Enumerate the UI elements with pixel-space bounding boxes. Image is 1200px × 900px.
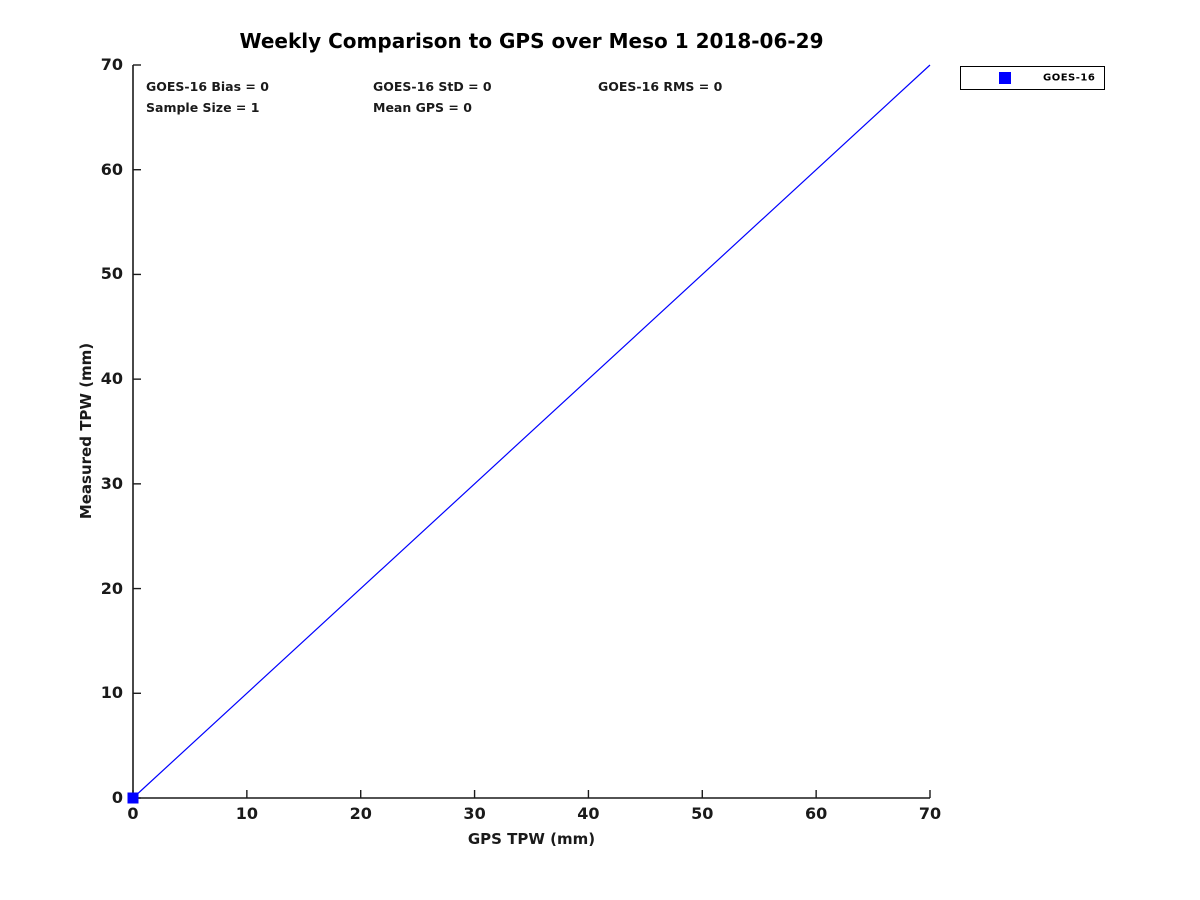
x-tick-label: 20 (349, 804, 372, 823)
x-tick-label: 70 (918, 804, 942, 823)
stat-mean-gps: Mean GPS = 0 (373, 100, 472, 115)
x-tick-label: 40 (577, 804, 600, 823)
legend-label: GOES-16 (1043, 72, 1096, 84)
y-tick-label: 40 (100, 369, 123, 389)
y-tick-label: 30 (100, 473, 123, 493)
y-tick-label: 10 (100, 683, 123, 703)
x-tick-label: 0 (127, 804, 139, 823)
legend: GOES-16 (960, 66, 1105, 90)
y-tick-label: 70 (100, 55, 123, 74)
x-tick-label: 10 (235, 804, 258, 823)
y-tick-label: 60 (100, 159, 123, 179)
y-axis-label: Measured TPW (mm) (77, 342, 95, 520)
stat-std: GOES-16 StD = 0 (373, 79, 492, 94)
y-tick-label: 50 (100, 264, 123, 284)
x-tick-label: 30 (463, 804, 486, 823)
x-tick-label: 60 (805, 804, 828, 823)
legend-marker-square-icon (999, 72, 1011, 84)
y-tick-label: 0 (111, 788, 123, 807)
x-axis-label: GPS TPW (mm) (467, 830, 596, 848)
chart-title: Weekly Comparison to GPS over Meso 1 201… (239, 29, 824, 53)
stat-bias: GOES-16 Bias = 0 (146, 79, 269, 94)
x-tick-label: 50 (691, 804, 714, 823)
stat-sample-size: Sample Size = 1 (146, 100, 260, 115)
stat-rms: GOES-16 RMS = 0 (598, 79, 723, 94)
data-point-GOES-16 (127, 792, 139, 804)
y-tick-label: 20 (100, 578, 123, 598)
series-reference-line (132, 64, 931, 799)
